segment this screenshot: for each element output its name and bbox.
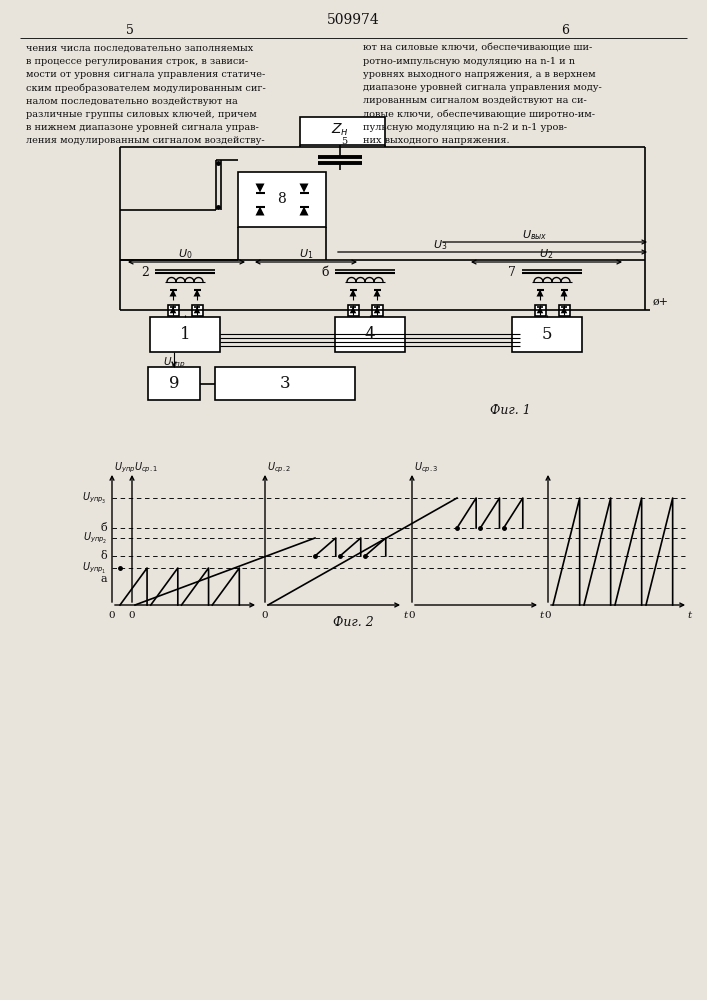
Text: $U_{упр_3}$: $U_{упр_3}$ <box>83 491 107 505</box>
Text: 9: 9 <box>169 375 180 392</box>
Text: t: t <box>540 610 544 619</box>
Text: $U_{ср.2}$: $U_{ср.2}$ <box>267 461 291 475</box>
Bar <box>300 117 385 145</box>
Text: Фиг. 1: Фиг. 1 <box>490 403 531 416</box>
Text: Фиг. 2: Фиг. 2 <box>332 615 373 629</box>
Text: δ: δ <box>100 551 107 561</box>
Text: 5: 5 <box>542 326 552 343</box>
Polygon shape <box>350 307 356 313</box>
Text: 0: 0 <box>409 610 415 619</box>
Text: $U_0$: $U_0$ <box>177 247 192 261</box>
Polygon shape <box>349 290 356 296</box>
Polygon shape <box>537 307 543 313</box>
Text: 5: 5 <box>341 137 347 146</box>
Text: 6: 6 <box>561 23 569 36</box>
Text: 0: 0 <box>109 610 115 619</box>
Text: t: t <box>688 610 692 619</box>
Polygon shape <box>170 307 176 313</box>
Text: ø+: ø+ <box>653 297 669 307</box>
Text: б: б <box>100 523 107 533</box>
Text: $U_{упр_1}$: $U_{упр_1}$ <box>83 561 107 575</box>
Bar <box>512 317 582 352</box>
Text: ют на силовые ключи, обеспечивающие ши-
ротно-импульсную модуляцию на n-1 и n
ур: ют на силовые ключи, обеспечивающие ши- … <box>363 44 602 145</box>
Polygon shape <box>561 290 568 296</box>
Polygon shape <box>300 184 308 192</box>
Text: 0: 0 <box>262 610 269 619</box>
Polygon shape <box>537 290 544 296</box>
Polygon shape <box>374 307 380 313</box>
Polygon shape <box>194 307 200 313</box>
Text: $U_{ср.1}$: $U_{ср.1}$ <box>134 461 158 475</box>
Text: $U_{вых}$: $U_{вых}$ <box>522 228 548 242</box>
Bar <box>559 304 570 316</box>
Text: а: а <box>100 574 107 584</box>
Polygon shape <box>255 184 264 192</box>
Text: 1: 1 <box>180 326 190 343</box>
Text: $U_{упр_2}$: $U_{упр_2}$ <box>83 531 107 545</box>
Text: 509974: 509974 <box>327 13 380 27</box>
Text: $U_{упр}$: $U_{упр}$ <box>163 356 185 370</box>
Text: $U_2$: $U_2$ <box>539 247 553 261</box>
Text: 7: 7 <box>508 265 516 278</box>
Text: 3: 3 <box>280 375 291 392</box>
Bar <box>534 304 546 316</box>
Polygon shape <box>300 207 308 216</box>
Text: $U_{упр}$: $U_{упр}$ <box>114 461 136 475</box>
Polygon shape <box>373 290 380 296</box>
Text: 2: 2 <box>141 265 149 278</box>
Text: чения числа последовательно заполняемых
в процессе регулирования строк, в зависи: чения числа последовательно заполняемых … <box>26 44 266 145</box>
Polygon shape <box>561 307 567 313</box>
Bar <box>148 367 200 400</box>
Text: $U_1$: $U_1$ <box>299 247 313 261</box>
Text: б: б <box>321 265 329 278</box>
Bar <box>335 317 405 352</box>
Bar <box>168 304 178 316</box>
Bar <box>150 317 220 352</box>
Bar <box>238 172 326 227</box>
Text: $U_3$: $U_3$ <box>433 238 448 252</box>
Text: $Z_н$: $Z_н$ <box>331 122 349 138</box>
Bar <box>371 304 382 316</box>
Bar <box>215 367 355 400</box>
Bar <box>192 304 202 316</box>
Text: 0: 0 <box>544 610 551 619</box>
Polygon shape <box>170 290 177 296</box>
Text: $U_{ср.3}$: $U_{ср.3}$ <box>414 461 438 475</box>
Text: 8: 8 <box>278 192 286 206</box>
Polygon shape <box>194 290 201 296</box>
Text: 5: 5 <box>126 23 134 36</box>
Polygon shape <box>255 207 264 216</box>
Text: t: t <box>403 610 407 619</box>
Bar <box>348 304 358 316</box>
Text: 0: 0 <box>129 610 135 619</box>
Text: 4: 4 <box>365 326 375 343</box>
